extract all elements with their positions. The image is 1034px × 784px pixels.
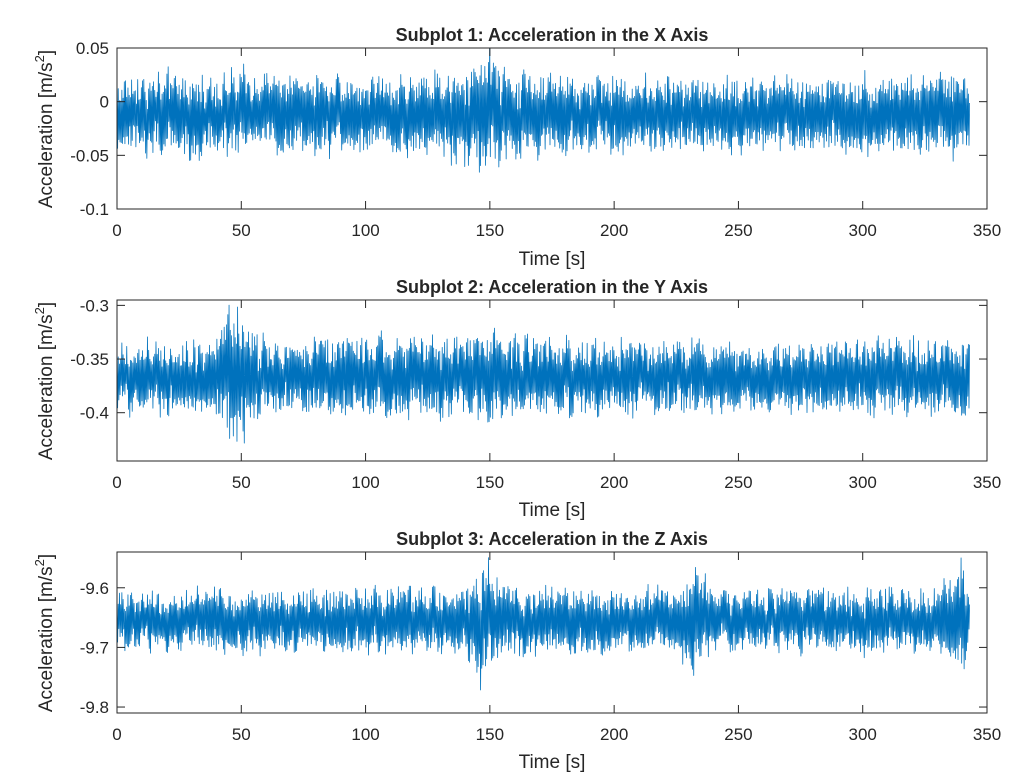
x-tick-label: 200 (600, 473, 628, 492)
y-tick-label: -0.05 (70, 146, 109, 165)
subplot-3: Subplot 3: Acceleration in the Z Axis 0 5… (32, 529, 1001, 773)
x-tick-label: 300 (849, 473, 877, 492)
subplot-2-x-ticks: 0 50 100 150 200 250 300 350 (112, 300, 1001, 492)
subplot-3-axes-frame (116, 551, 988, 714)
x-tick-label: 250 (724, 725, 752, 744)
x-tick-label: 50 (232, 221, 251, 240)
series-line-z-acceleration (117, 557, 970, 691)
x-tick-label: 100 (351, 725, 379, 744)
x-tick-label: 150 (476, 725, 504, 744)
subplot-1-y-ticks: -0.1 -0.05 0 0.05 (70, 39, 987, 219)
subplot-1-plot-area (117, 48, 970, 173)
y-tick-label: -0.1 (80, 200, 109, 219)
x-tick-label: 0 (112, 725, 121, 744)
y-tick-label: -0.35 (70, 350, 109, 369)
x-tick-label: 150 (476, 221, 504, 240)
subplot-2-y-ticks: -0.4 -0.35 -0.3 (70, 296, 987, 423)
y-tick-label: -0.3 (80, 296, 109, 315)
subplot-1-y-axis-label: Acceleration [m/s2] (32, 50, 57, 208)
subplot-3-y-axis-label: Acceleration [m/s2] (32, 554, 57, 712)
subplot-3-plot-area (117, 557, 970, 691)
y-tick-label: -0.4 (80, 404, 109, 423)
series-line-x-acceleration (117, 48, 970, 173)
subplot-2-y-axis-label: Acceleration [m/s2] (32, 302, 57, 460)
subplot-1-title: Subplot 1: Acceleration in the X Axis (396, 25, 709, 45)
subplot-2-axes-frame (116, 299, 988, 462)
y-tick-label: -9.8 (80, 698, 109, 717)
subplot-1: Subplot 1: Acceleration in the X Axis 0 5… (32, 25, 1001, 270)
x-tick-label: 350 (973, 221, 1001, 240)
y-tick-label: 0.05 (76, 39, 109, 58)
subplot-2-x-axis-label: Time [s] (519, 500, 586, 521)
x-tick-label: 250 (724, 221, 752, 240)
subplot-2-title: Subplot 2: Acceleration in the Y Axis (396, 277, 708, 297)
subplot-1-x-axis-label: Time [s] (519, 249, 586, 270)
x-tick-label: 300 (849, 221, 877, 240)
x-tick-label: 100 (351, 473, 379, 492)
x-tick-label: 250 (724, 473, 752, 492)
subplot-2-plot-area (117, 304, 970, 444)
y-tick-label: -9.6 (80, 579, 109, 598)
x-tick-label: 50 (232, 473, 251, 492)
x-tick-label: 300 (849, 725, 877, 744)
x-tick-label: 0 (112, 473, 121, 492)
series-line-y-acceleration (117, 304, 970, 444)
x-tick-label: 100 (351, 221, 379, 240)
subplot-3-x-ticks: 0 50 100 150 200 250 300 350 (112, 552, 1001, 744)
x-tick-label: 200 (600, 221, 628, 240)
subplot-3-title: Subplot 3: Acceleration in the Z Axis (396, 529, 708, 549)
subplot-1-x-ticks: 0 50 100 150 200 250 300 350 (112, 48, 1001, 240)
subplot-3-x-axis-label: Time [s] (519, 752, 586, 773)
x-tick-label: 350 (973, 473, 1001, 492)
x-tick-label: 150 (476, 473, 504, 492)
x-tick-label: 0 (112, 221, 121, 240)
subplot-1-axes-frame (116, 47, 988, 210)
y-tick-label: -9.7 (80, 638, 109, 657)
subplot-2: Subplot 2: Acceleration in the Y Axis 0 5… (32, 277, 1001, 521)
x-tick-label: 350 (973, 725, 1001, 744)
x-tick-label: 50 (232, 725, 251, 744)
y-tick-label: 0 (100, 93, 109, 112)
subplot-3-y-ticks: -9.8 -9.7 -9.6 (80, 579, 987, 717)
x-tick-label: 200 (600, 725, 628, 744)
